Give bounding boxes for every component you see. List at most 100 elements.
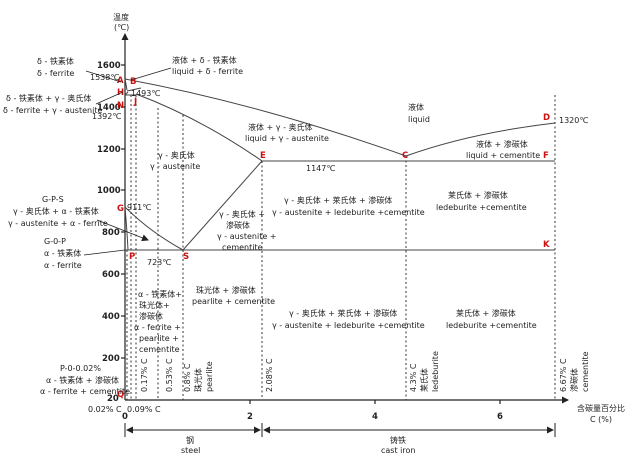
es-line bbox=[182, 160, 263, 251]
temp-1493: 1493℃ bbox=[131, 89, 160, 98]
label-pq-cn: α - 铁素体 + 渗碳体 bbox=[46, 375, 119, 385]
point-c: C bbox=[402, 151, 408, 161]
label-delta-gamma-cn: δ - 铁素体 + γ - 奥氏体 bbox=[6, 93, 91, 103]
label-liq-gamma-en: liquid + γ - austenite bbox=[245, 134, 329, 143]
phase-boundaries bbox=[124, 78, 556, 251]
label-afp-en3: cementite bbox=[139, 345, 180, 354]
liquidus-c-d bbox=[405, 122, 556, 157]
label-lower-mid-en: γ - austenite + ledeburite +cementite bbox=[272, 321, 425, 330]
label-0-02: 0.02% C bbox=[88, 405, 122, 414]
label-liq-cem-en: liquid + cementite bbox=[466, 151, 540, 160]
phase-points: A B H J N D E C F G P S K Q bbox=[117, 76, 550, 400]
label-gamma-led-cem-cn: γ - 奥氏体 + 莱氏体 + 渗碳体 bbox=[284, 195, 392, 205]
x-tick-label: 4 bbox=[372, 412, 378, 422]
label-gqp-en: α - ferrite bbox=[44, 261, 82, 270]
gs-line bbox=[124, 206, 184, 251]
label-0-8-cn: 珠光体 bbox=[193, 368, 203, 392]
temp-1147: 1147℃ bbox=[306, 164, 335, 173]
label-delta-ferrite-cn: δ - 铁素体 bbox=[37, 56, 74, 66]
label-liq-gamma-cn: 液体 + γ - 奥氏体 bbox=[248, 122, 313, 132]
label-pq-en: α - ferrite + cementite bbox=[40, 387, 130, 396]
point-s: S bbox=[183, 252, 189, 262]
y-tick-label: 1400 bbox=[97, 103, 121, 113]
leader-gps bbox=[96, 219, 149, 242]
point-a: A bbox=[117, 76, 124, 86]
label-0-8-en: pearlite bbox=[205, 361, 214, 392]
label-delta-gamma-en: δ - ferrite + γ - austenite bbox=[3, 106, 102, 115]
region-labels: δ - 铁素体 δ - ferrite δ - 铁素体 + γ - 奥氏体 δ … bbox=[3, 55, 540, 396]
label-gamma-cn: γ - 奥氏体 bbox=[158, 150, 195, 160]
leader-gqp bbox=[83, 249, 126, 256]
temperature-labels: 1538℃ 1493℃ 1392℃ 1320℃ 1147℃ 911℃ 723℃ bbox=[90, 73, 588, 267]
y-tick-label: 1600 bbox=[97, 61, 121, 71]
label-gqp-cn: α - 铁素体 bbox=[44, 248, 81, 258]
classification-bar: 钢 steel 铸铁 cast iron bbox=[124, 423, 556, 455]
x-ticks: 0 2 4 6 bbox=[122, 400, 503, 422]
label-afp-cn1: α - 铁素体+ bbox=[138, 289, 182, 299]
point-q: Q bbox=[117, 390, 124, 400]
y-axis-unit: (℃) bbox=[114, 23, 129, 32]
y-tick-label: 800 bbox=[102, 228, 120, 238]
temp-1320: 1320℃ bbox=[559, 116, 588, 125]
label-steel-en: steel bbox=[181, 446, 200, 455]
label-liq-cem-cn: 液体 + 渗碳体 bbox=[476, 139, 528, 149]
x-tick-label: 6 bbox=[497, 412, 503, 422]
solidus-j-e bbox=[135, 93, 263, 162]
point-f: F bbox=[543, 151, 549, 161]
gp-line bbox=[124, 206, 129, 251]
label-gqp-title: G-0-P bbox=[44, 237, 66, 246]
label-6-67: 6.67% C bbox=[559, 358, 568, 392]
x-axis-unit: C (%) bbox=[590, 415, 612, 424]
y-tick-label: 20 bbox=[107, 394, 119, 404]
label-liquid-cn: 液体 bbox=[408, 102, 424, 112]
peritectic-line bbox=[126, 87, 142, 92]
label-pearl-cem-cn: 珠光体 + 渗碳体 bbox=[196, 285, 256, 295]
point-j: J bbox=[133, 97, 137, 107]
point-d: D bbox=[543, 113, 550, 123]
label-4-3: 4.3% C bbox=[409, 363, 418, 392]
label-gps-cn: γ - 奥氏体 + α - 铁素体 bbox=[13, 206, 99, 216]
x-tick-label: 2 bbox=[247, 412, 253, 422]
temp-723: 723℃ bbox=[147, 258, 171, 267]
label-lower-mid-cn: γ - 奥氏体 + 莱氏体 + 渗碳体 bbox=[289, 308, 397, 318]
y-tick-label: 600 bbox=[102, 270, 120, 280]
label-gamma-cem-en1: γ - austenite + bbox=[217, 232, 277, 241]
y-axis-title: 温度 bbox=[113, 12, 129, 22]
label-4-3-en: ledeburite bbox=[431, 351, 440, 392]
label-afp-cn3: 渗碳体 bbox=[139, 311, 163, 321]
label-gamma-cem-cn1: γ - 奥氏体 + bbox=[219, 209, 265, 219]
label-0-17: 0.17% C bbox=[140, 358, 149, 392]
temp-911: 911℃ bbox=[127, 203, 151, 212]
point-e: E bbox=[260, 151, 266, 161]
x-axis-title: 含碳量百分比 bbox=[577, 403, 625, 413]
point-g: G bbox=[117, 204, 124, 214]
leader-liq-delta bbox=[130, 67, 172, 81]
label-pearl-cem-en: pearlite + cementite bbox=[192, 297, 275, 306]
y-tick-label: 400 bbox=[102, 312, 120, 322]
label-iron-cn: 铸铁 bbox=[390, 435, 406, 445]
y-tick-label: 1000 bbox=[97, 186, 121, 196]
label-0-53: 0.53% C bbox=[165, 358, 174, 392]
label-afp-en2: pearlite + bbox=[139, 334, 179, 343]
label-gamma-en: γ - austenite bbox=[150, 162, 200, 171]
label-led-cem-upper-cn: 莱氏体 + 渗碳体 bbox=[448, 190, 508, 200]
point-p: P bbox=[129, 252, 135, 262]
label-led-cem-lower-cn: 莱氏体 + 渗碳体 bbox=[456, 308, 516, 318]
liquidus-a-c bbox=[124, 78, 407, 157]
label-led-cem-upper-en: ledeburite +cementite bbox=[436, 203, 527, 212]
y-ticks: 1600 1400 1200 1000 800 600 400 200 20 bbox=[97, 61, 125, 404]
label-liq-delta-cn: 液体 + δ - 铁素体 bbox=[172, 55, 237, 65]
label-0-09: 0.09% C bbox=[127, 405, 161, 414]
label-gamma-cem-cn2: 渗碳体 bbox=[226, 220, 250, 230]
leader-delta-ferrite bbox=[85, 70, 122, 83]
label-afp-en1: α - ferrite + bbox=[134, 323, 181, 332]
label-6-67-cn: 渗碳体 bbox=[569, 368, 579, 392]
label-steel-cn: 钢 bbox=[186, 435, 194, 445]
point-k: K bbox=[543, 240, 550, 250]
y-tick-label: 1200 bbox=[97, 145, 121, 155]
label-2-08: 2.08% C bbox=[265, 358, 274, 392]
label-iron-en: cast iron bbox=[381, 446, 415, 455]
leader-delta-gamma bbox=[95, 91, 124, 105]
label-afp-cn2: 珠光体+ bbox=[139, 300, 170, 310]
